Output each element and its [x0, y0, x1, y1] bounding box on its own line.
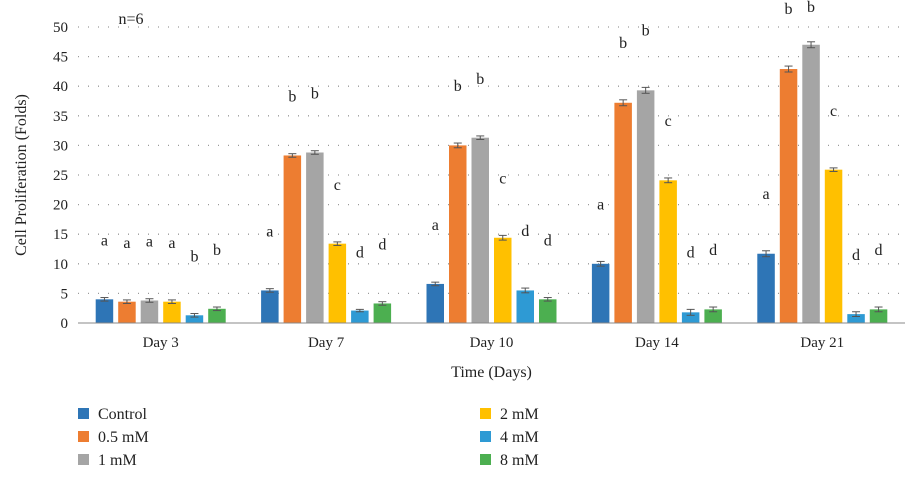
legend-swatch	[78, 408, 89, 419]
bar	[163, 301, 181, 323]
sample-size-annotation: n=6	[118, 11, 143, 28]
bar	[681, 312, 700, 323]
significance-letter: c	[334, 177, 341, 194]
bar	[847, 314, 865, 323]
bar	[539, 299, 557, 323]
y-tick-label: 0	[61, 316, 69, 332]
significance-letter: d	[687, 244, 695, 261]
significance-letter: b	[619, 35, 627, 52]
bar	[591, 263, 610, 323]
bar	[328, 243, 347, 323]
significance-letter: b	[311, 86, 319, 103]
significance-letter: a	[597, 196, 604, 213]
bar	[449, 145, 467, 323]
bar	[426, 283, 444, 323]
significance-letter: a	[101, 233, 108, 250]
bar	[185, 315, 204, 323]
significance-letter: a	[762, 186, 769, 203]
y-tick-label: 25	[53, 168, 68, 184]
significance-letter: d	[875, 242, 883, 259]
significance-letter: a	[432, 217, 439, 234]
bar	[283, 155, 302, 323]
bar	[704, 309, 722, 323]
bar	[208, 308, 226, 323]
legend-label: 1 mM	[98, 452, 137, 469]
bar	[757, 253, 775, 323]
y-tick-label: 15	[53, 227, 68, 243]
y-tick-label: 20	[53, 198, 68, 214]
y-tick-label: 45	[53, 50, 68, 66]
x-tick-label: Day 10	[470, 335, 514, 351]
x-tick-label: Day 21	[800, 335, 844, 351]
x-axis-title: Time (Days)	[451, 364, 532, 381]
bar	[659, 180, 677, 323]
legend-swatch	[78, 454, 89, 465]
bar	[779, 69, 798, 323]
significance-letter: d	[521, 223, 529, 240]
y-tick-label: 10	[53, 257, 68, 273]
legend-label: 2 mM	[500, 406, 539, 423]
legend-swatch	[78, 431, 89, 442]
y-tick-label: 50	[53, 20, 68, 36]
bar	[614, 102, 632, 323]
significance-letter: a	[146, 234, 153, 251]
legend-swatch	[480, 454, 491, 465]
significance-letter: b	[476, 71, 484, 88]
significance-letter: d	[709, 242, 717, 259]
significance-letter: d	[544, 233, 552, 250]
legend-label: 4 mM	[500, 429, 539, 446]
bars	[95, 44, 888, 324]
significance-letter: b	[454, 78, 462, 95]
y-axis-ticks: 0 5 10 15 20 25 30 35 40 45 50	[53, 20, 68, 332]
bar	[516, 290, 534, 323]
legend-label: Control	[98, 406, 147, 423]
x-tick-label: Day 3	[143, 335, 179, 351]
bar	[636, 90, 655, 324]
bar	[471, 137, 489, 323]
bar	[140, 300, 159, 323]
y-axis-title: Cell Proliferation (Folds)	[13, 94, 30, 256]
legend: Control 0.5 mM 1 mM 2 mM 4 mM 8 mM	[78, 406, 539, 469]
significance-letter: b	[785, 1, 793, 18]
x-tick-label: Day 7	[308, 335, 345, 351]
significance-letter: b	[213, 242, 221, 259]
bar	[494, 237, 512, 323]
bar	[306, 152, 324, 323]
x-tick-label: Day 14	[635, 335, 679, 351]
significance-letter: d	[852, 247, 860, 264]
y-tick-label: 5	[61, 286, 69, 302]
significance-letter: b	[642, 22, 650, 39]
bar	[261, 290, 279, 323]
significance-letter: c	[665, 113, 672, 130]
significance-letter: a	[123, 235, 130, 252]
legend-label: 0.5 mM	[98, 429, 149, 446]
significance-letter: b	[190, 249, 198, 266]
bar	[802, 44, 820, 323]
y-tick-label: 35	[53, 109, 68, 125]
significance-letter: a	[266, 224, 273, 241]
x-axis-ticks: Day 3 Day 7 Day 10 Day 14 Day 21	[143, 335, 845, 351]
significance-letter: d	[378, 237, 386, 254]
bar	[95, 299, 114, 323]
legend-swatch	[480, 408, 491, 419]
error-bars	[100, 41, 883, 318]
legend-swatch	[480, 431, 491, 442]
y-tick-label: 40	[53, 79, 68, 95]
bar	[824, 169, 843, 323]
bar	[118, 301, 136, 323]
significance-letter: c	[830, 103, 837, 120]
significance-letter: d	[356, 244, 364, 261]
significance-letter: a	[168, 235, 175, 252]
bar	[869, 309, 888, 323]
significance-letter: c	[499, 170, 506, 187]
significance-letter: b	[807, 0, 815, 16]
y-tick-label: 30	[53, 138, 68, 154]
significance-letter: b	[288, 89, 296, 106]
bar	[351, 310, 369, 323]
bar	[373, 303, 392, 323]
legend-label: 8 mM	[500, 452, 539, 469]
